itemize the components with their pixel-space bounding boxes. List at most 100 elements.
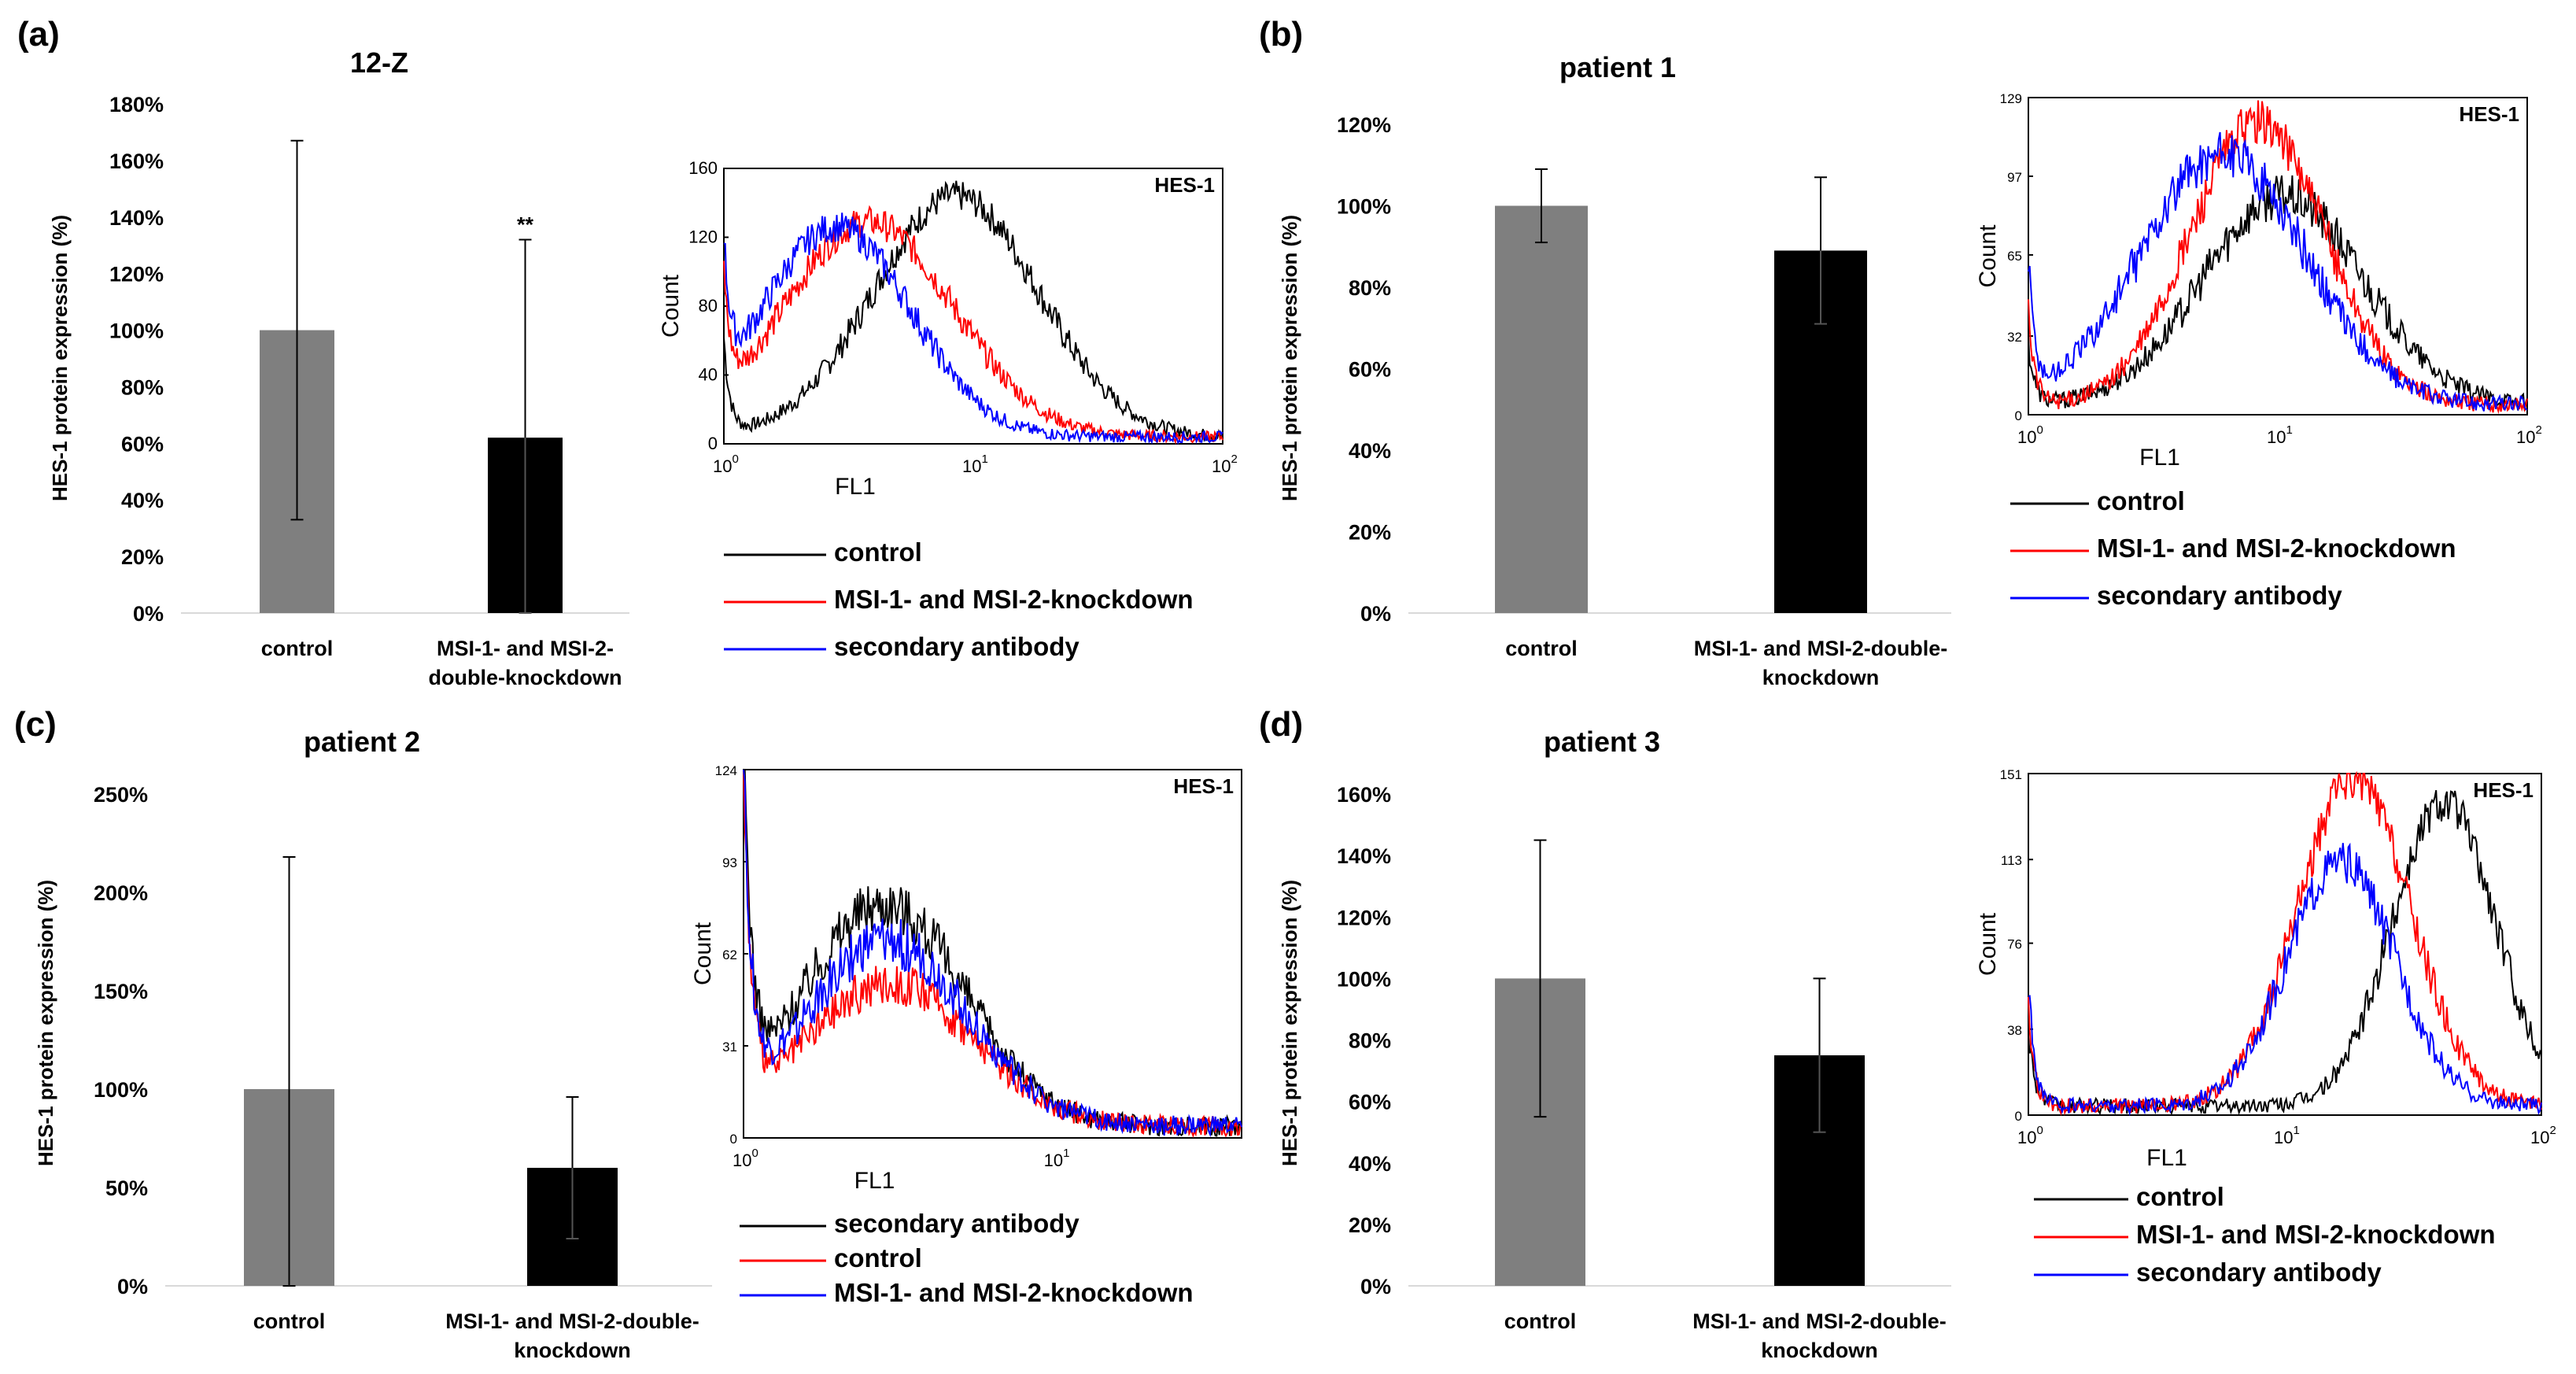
bar-category-label: MSI-1- and MSI-2-: [437, 637, 614, 660]
bar-category-label: control: [1505, 637, 1578, 660]
flow-x-tick-exponent: 2: [2549, 1124, 2556, 1137]
bar-y-tick-label: 80%: [1349, 276, 1391, 300]
bar-chart-title-a: 12-Z: [350, 46, 408, 79]
flow-y-axis-label-b: Count: [1975, 224, 2001, 288]
panel-label-b: (b): [1259, 15, 1303, 54]
bar-y-tick-label: 60%: [1349, 1091, 1391, 1114]
flow-y-axis-label-d: Count: [1975, 912, 2001, 976]
bar-y-tick-label: 0%: [133, 602, 164, 626]
legend-label: MSI-1- and MSI-2-knockdown: [834, 1278, 1194, 1307]
flow-marker-tag: HES-1: [1154, 173, 1215, 197]
panel-label-d: (d): [1259, 705, 1303, 744]
flow-y-tick-label: 160: [688, 158, 718, 178]
bar-category-label: control: [253, 1309, 326, 1333]
bar-y-tick-label: 20%: [121, 545, 164, 569]
bar-y-tick-label: 100%: [1337, 195, 1391, 219]
flow-x-tick-label: 100: [713, 452, 739, 476]
flow-x-tick-exponent: 0: [2036, 1124, 2043, 1137]
flow-y-tick-label: 93: [722, 855, 737, 870]
legend-label: MSI-1- and MSI-2-knockdown: [2097, 534, 2456, 563]
bar-chart-title-c: patient 2: [304, 726, 420, 758]
flow-y-tick-label: 0: [708, 434, 718, 453]
legend-label: control: [2097, 486, 2185, 515]
bar-y-tick-label: 120%: [1337, 906, 1391, 929]
flow-x-tick-label: 100: [733, 1147, 758, 1170]
flow-y-tick-label: 80: [699, 296, 718, 316]
flow-histogram-control: [743, 769, 1242, 1139]
flow-x-tick-exponent: 1: [2286, 423, 2292, 437]
bar-category-label: control: [1504, 1309, 1577, 1333]
flow-y-tick-label: 97: [2007, 170, 2022, 185]
legend-label: secondary antibody: [834, 632, 1079, 661]
bar-y-tick-label: 40%: [1349, 1152, 1391, 1176]
flow-x-tick-exponent: 1: [1063, 1147, 1069, 1160]
flow-x-axis-label-a: FL1: [835, 474, 876, 500]
flow-plot-frame-b: [2028, 97, 2528, 416]
bar-y-tick-label: 140%: [109, 206, 164, 230]
flow-x-tick-label: 101: [1044, 1147, 1070, 1170]
panel-label-c: (c): [14, 705, 57, 744]
bar-y-tick-label: 80%: [1349, 1029, 1391, 1053]
bar-y-tick-label: 180%: [109, 93, 164, 116]
flow-x-tick-exponent: 0: [751, 1147, 758, 1160]
flow-x-tick-label: 100: [2017, 1124, 2043, 1147]
bar-category-label: knockdown: [1762, 666, 1880, 689]
flow-y-axis-label-c: Count: [690, 922, 716, 985]
bar-control: [1495, 205, 1588, 613]
flow-y-axis-label-a: Count: [658, 274, 684, 338]
bar-chart-title-d: patient 3: [1544, 726, 1660, 758]
bar-y-tick-label: 250%: [94, 783, 148, 807]
bar-y-axis-label-a: HES-1 protein expression (%): [48, 215, 72, 501]
bar-y-tick-label: 40%: [1349, 439, 1391, 463]
bar-y-tick-label: 0%: [1360, 1275, 1391, 1298]
bar-y-tick-label: 100%: [1337, 967, 1391, 991]
flow-x-tick-label: 102: [2530, 1124, 2556, 1147]
panel-b: (b) patient 1 HES-1 protein expression (%)…: [1259, 15, 2542, 689]
flow-x-tick-label: 101: [2274, 1124, 2300, 1147]
bar-category-label: MSI-1- and MSI-2-double-: [445, 1309, 699, 1333]
bar-category-label: double-knockdown: [429, 666, 622, 689]
bar-y-tick-label: 200%: [94, 881, 148, 905]
bar-y-axis-label-c: HES-1 protein expression (%): [34, 880, 57, 1166]
flow-histogram-control: [723, 180, 1223, 443]
legend-label: control: [834, 537, 922, 567]
significance-annotation: **: [517, 213, 534, 237]
flow-x-tick-label: 102: [1212, 452, 1238, 476]
flow-x-tick-exponent: 2: [2535, 423, 2541, 437]
bar-category-label: MSI-1- and MSI-2-double-: [1692, 1309, 1946, 1333]
flow-x-tick-label: 101: [962, 452, 988, 476]
flow-marker-tag: HES-1: [2459, 102, 2519, 126]
legend-label: secondary antibody: [834, 1209, 1079, 1238]
flow-y-tick-label: 76: [2007, 937, 2022, 952]
bar-y-tick-label: 20%: [1349, 521, 1391, 545]
flow-plot-frame-d: [2028, 773, 2542, 1116]
bar-chart-title-b: patient 1: [1559, 51, 1676, 83]
bar-y-tick-label: 120%: [109, 263, 164, 286]
bar-y-tick-label: 160%: [109, 150, 164, 173]
flow-plot-frame-c: [743, 769, 1242, 1139]
bar-y-axis-label-d: HES-1 protein expression (%): [1278, 880, 1301, 1166]
flow-x-tick-exponent: 1: [2293, 1124, 2299, 1137]
bar-y-tick-label: 60%: [121, 432, 164, 456]
flow-y-tick-label: 120: [688, 227, 718, 247]
flow-y-tick-label: 62: [722, 947, 737, 962]
flow-x-axis-label-d: FL1: [2146, 1145, 2187, 1171]
bar-y-tick-label: 160%: [1337, 783, 1391, 807]
flow-x-tick-exponent: 1: [981, 452, 987, 466]
bar-y-tick-label: 60%: [1349, 358, 1391, 382]
flow-y-tick-label: 113: [2001, 853, 2022, 868]
bar-y-tick-label: 120%: [1337, 113, 1391, 137]
bar-y-axis-label-b: HES-1 protein expression (%): [1278, 215, 1301, 501]
flow-x-tick-exponent: 0: [732, 452, 738, 466]
flow-histogram-msi-1-and-msi-2-knockdown: [2028, 100, 2528, 415]
panel-d: (d) patient 3 HES-1 protein expression (%)…: [1259, 705, 2556, 1362]
flow-y-tick-label: 0: [730, 1132, 737, 1147]
panel-c: (c) patient 2 HES-1 protein expression (%)…: [14, 705, 1242, 1362]
flow-x-axis-label-c: FL1: [854, 1168, 895, 1194]
flow-y-tick-label: 0: [2015, 408, 2022, 423]
flow-histogram-control: [2028, 175, 2528, 412]
bar-category-label: MSI-1- and MSI-2-double-: [1694, 637, 1947, 660]
flow-y-tick-label: 31: [722, 1040, 737, 1055]
flow-y-tick-label: 38: [2007, 1023, 2022, 1038]
flow-x-tick-exponent: 0: [2036, 423, 2043, 437]
